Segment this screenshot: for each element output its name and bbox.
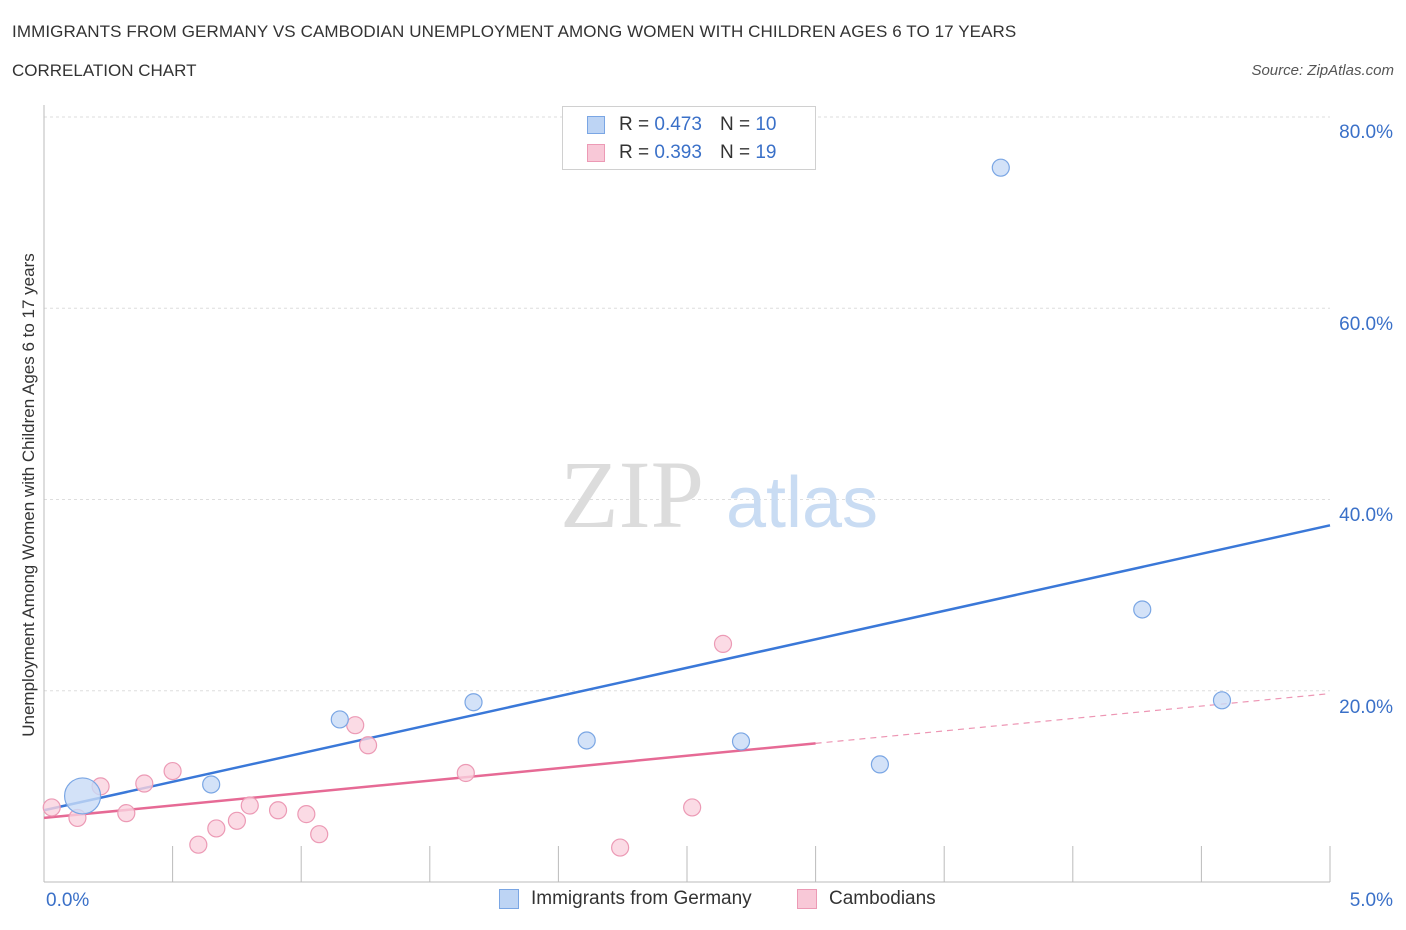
data-point: [456, 763, 475, 783]
data-point: [202, 775, 221, 794]
data-point: [713, 634, 733, 653]
watermark-atlas: atlas: [726, 463, 878, 543]
watermark: ZIP atlas: [560, 441, 878, 548]
data-point: [1133, 600, 1152, 619]
data-point: [346, 716, 365, 735]
y-tick-label: 20.0%: [1339, 697, 1393, 718]
y-tick-label: 40.0%: [1339, 505, 1393, 526]
bottom-legend-swatch-blue: [499, 889, 519, 909]
data-point: [310, 825, 329, 844]
data-point: [611, 838, 630, 857]
data-point: [268, 801, 288, 820]
data-point: [189, 835, 208, 854]
data-point: [1212, 691, 1232, 710]
data-point: [42, 798, 61, 817]
bottom-legend-cambodians: Cambodians: [797, 888, 936, 910]
data-point: [870, 755, 890, 774]
data-point: [683, 798, 702, 817]
x-tick-label-left: 0.0%: [46, 890, 90, 911]
chart-subtitle: CORRELATION CHART: [12, 61, 197, 80]
data-point: [163, 761, 182, 781]
legend-n-label: N =: [719, 114, 751, 135]
data-point: [731, 732, 751, 751]
legend-swatch-blue: [587, 116, 605, 134]
legend-row-cambodians: R = 0.393 N = 19: [587, 141, 776, 165]
data-point: [240, 796, 259, 815]
x-tick-label-right: 5.0%: [1349, 890, 1393, 911]
watermark-zip: ZIP: [560, 441, 704, 548]
data-points: [42, 158, 1232, 857]
data-point: [117, 804, 136, 823]
data-point: [297, 805, 316, 824]
legend-n-value: 19: [755, 142, 777, 163]
data-point: [991, 158, 1010, 177]
y-tick-label: 80.0%: [1339, 122, 1393, 143]
bottom-legend-label: Immigrants from Germany: [531, 888, 752, 909]
bottom-legend-label: Cambodians: [829, 888, 936, 909]
legend-r-value: 0.473: [654, 114, 702, 135]
legend-n-label: N =: [719, 142, 751, 163]
data-point: [63, 777, 102, 815]
data-point: [135, 774, 154, 793]
bottom-legend-germany: Immigrants from Germany: [499, 888, 752, 910]
trend-line: [43, 742, 816, 820]
chart-title: IMMIGRANTS FROM GERMANY VS CAMBODIAN UNE…: [12, 22, 1017, 41]
legend-r-value: 0.393: [654, 142, 702, 163]
legend-swatch-pink: [587, 144, 605, 162]
axes: [43, 105, 1331, 883]
trend-lines: [43, 524, 1331, 820]
data-point: [330, 710, 349, 729]
y-axis-label: Unemployment Among Women with Children A…: [19, 253, 38, 737]
y-tick-label: 60.0%: [1339, 314, 1393, 335]
legend-r-label: R =: [619, 114, 650, 135]
data-point: [358, 736, 378, 755]
data-point: [464, 693, 483, 712]
data-point: [577, 731, 596, 750]
trend-line-extension: [815, 693, 1331, 744]
data-point: [227, 811, 246, 830]
data-point: [207, 819, 226, 838]
source-label: Source: ZipAtlas.com: [1251, 62, 1394, 79]
legend-r-label: R =: [619, 142, 650, 163]
legend-n-value: 10: [755, 114, 777, 135]
legend-row-germany: R = 0.473 N = 10: [587, 113, 776, 137]
bottom-legend-swatch-pink: [797, 889, 817, 909]
legend: R = 0.473 N = 10 R = 0.393 N = 19: [562, 106, 816, 170]
trend-line: [43, 524, 1331, 812]
